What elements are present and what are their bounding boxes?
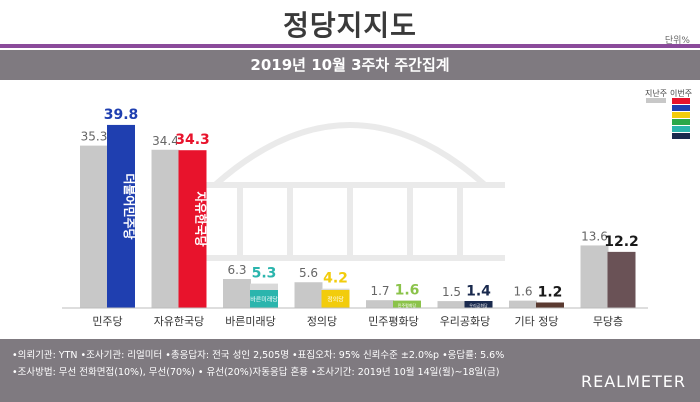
legend-curr-swatch: [672, 112, 690, 118]
bar-prev: [294, 282, 323, 308]
bar-group: 우리공화당 1.5 1.4 우리공화당: [437, 284, 493, 328]
bar-prev: [80, 145, 108, 308]
party-logo-chip: [321, 290, 350, 308]
bar-prev: [223, 279, 251, 308]
bar-prev: [580, 245, 609, 308]
brand-logo: REALMETER: [581, 372, 686, 391]
category-label: 자유한국당: [154, 315, 205, 328]
party-logo-chip: [250, 290, 278, 308]
data-label-prev: 34.4: [152, 134, 179, 148]
data-label-prev: 6.3: [227, 263, 246, 277]
bar-prev: [509, 300, 537, 308]
category-label: 민주평화당: [368, 315, 419, 328]
bar-group: 13.612.2 무당층: [580, 229, 639, 328]
category-label: 기타 정당: [515, 315, 559, 328]
data-label-prev: 1.6: [513, 285, 532, 299]
data-label-prev: 5.6: [299, 266, 318, 280]
category-label: 정의당: [307, 315, 337, 328]
data-label-curr: 1.2: [538, 284, 563, 300]
legend-curr-swatch: [672, 105, 690, 111]
footer-band: [0, 339, 700, 402]
bar-prev: [151, 149, 180, 308]
legend-curr-swatch: [672, 98, 690, 104]
data-label-curr: 4.2: [323, 271, 348, 287]
party-logo-chip: [464, 301, 493, 308]
legend-prev-label: 지난주: [645, 89, 668, 98]
party-logo-chip: [393, 300, 421, 308]
data-label-curr: 1.4: [466, 284, 491, 300]
party-logo-text: 우리공화당: [469, 302, 488, 308]
legend-curr-swatch: [672, 126, 690, 132]
bar-group: 정의당 5.6 4.2 정의당: [294, 266, 350, 328]
data-label-curr: 39.8: [104, 107, 139, 123]
data-label-prev: 1.5: [442, 285, 461, 299]
party-logo-text: 바른미래당: [250, 296, 278, 304]
bar-prev: [366, 300, 394, 308]
category-label: 바른미래당: [225, 315, 276, 328]
legend-prev-swatch: [646, 98, 666, 103]
data-label-curr: 34.3: [175, 132, 210, 148]
data-label-prev: 13.6: [581, 229, 608, 243]
bar-group: 1.6 1.2 기타 정당: [509, 284, 564, 328]
bar-prev: [437, 301, 466, 308]
assembly-watermark-icon: [195, 122, 505, 261]
category-label: 무당층: [593, 315, 623, 328]
legend-curr-swatch: [672, 133, 690, 139]
bar-group: 민주평화당 1.7 1.6 민주평화당: [366, 283, 421, 328]
footer-line-2: •조사방법: 무선 전화면접(10%), 무선(70%) • 유선(20%)자동…: [12, 367, 500, 378]
unit-label: 단위%: [664, 36, 690, 46]
footer-line-1: •의뢰기관: YTN •조사기관: 리얼미터 •총응답자: 전국 성인 2,50…: [12, 350, 505, 361]
data-label-prev: 35.3: [81, 130, 108, 144]
category-label: 우리공화당: [440, 315, 491, 328]
legend-curr-swatch: [672, 119, 690, 125]
subtitle-band: 2019년 10월 3주차 주간집계: [0, 50, 700, 80]
subtitle: 2019년 10월 3주차 주간집계: [250, 56, 450, 74]
bar-group: 자유한국당 34.434.3 자유한국당: [151, 132, 210, 328]
page-title: 정당지지도: [283, 9, 417, 42]
party-logo-text: 정의당: [327, 296, 344, 304]
bar-curr: [607, 251, 636, 308]
legend: [646, 98, 690, 139]
bar-curr: [107, 124, 135, 308]
data-label-curr: 1.6: [395, 283, 420, 299]
bar-curr: [536, 302, 564, 308]
title-accent-line: [0, 44, 700, 48]
bars: 더불어민주당35.339.8민주당자유한국당34.434.3자유한국당바른미래당…: [80, 107, 639, 328]
data-label-curr: 12.2: [604, 234, 639, 250]
data-label-curr: 5.3: [252, 266, 277, 282]
bar-curr: [178, 150, 207, 308]
party-logo-text: 민주평화당: [398, 302, 417, 308]
party-logo-text: 더불어민주당: [122, 173, 137, 239]
party-logo-text: 자유한국당: [194, 192, 209, 247]
bar-group: 바른미래당 6.3 5.3 바른미래당: [223, 263, 278, 328]
data-label-prev: 1.7: [370, 284, 389, 298]
bar-group: 더불어민주당 35.3 39.8 민주당: [80, 107, 138, 328]
category-label: 민주당: [92, 315, 122, 328]
legend-curr-label: 이번주: [670, 89, 693, 98]
